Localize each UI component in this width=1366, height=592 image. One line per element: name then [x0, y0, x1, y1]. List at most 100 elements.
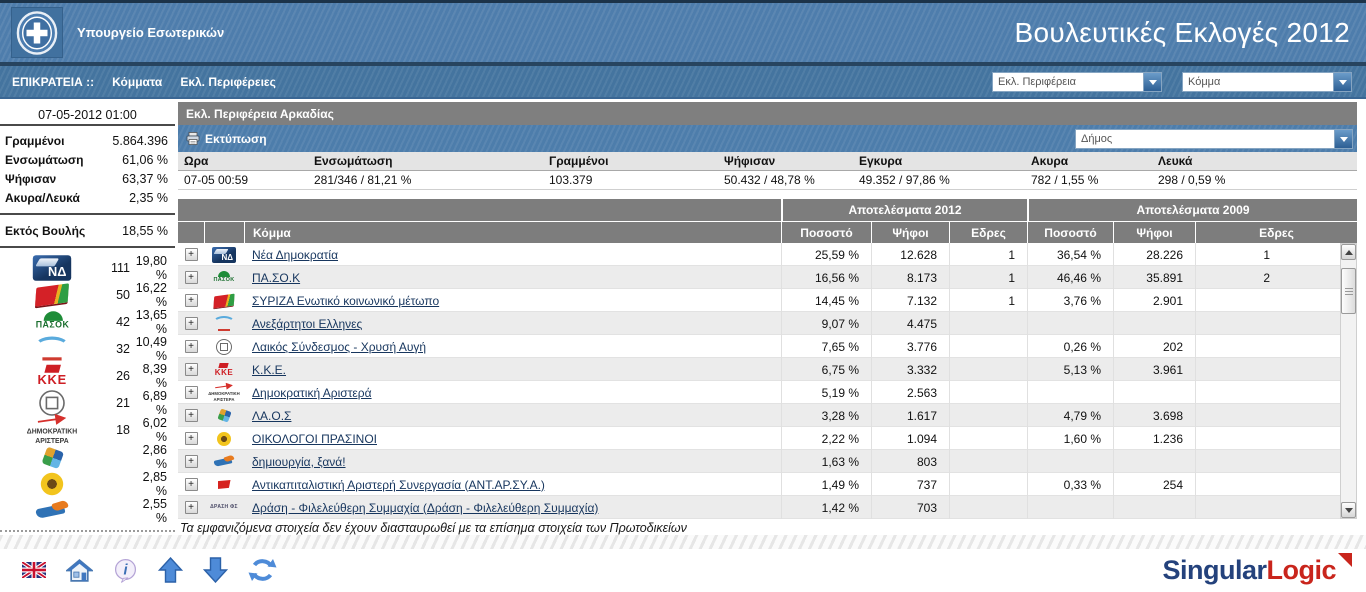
home-icon[interactable]	[66, 558, 93, 583]
votes-2012-col-header: Ψήφοι	[871, 222, 949, 243]
district-dropdown-value: Εκλ. Περιφέρεια	[998, 75, 1076, 88]
seats-2012	[949, 450, 1027, 473]
municipality-dropdown[interactable]: Δήμος	[1075, 128, 1353, 149]
party-link[interactable]: Δημοκρατική Αριστερά	[252, 385, 372, 400]
party-link[interactable]: δημιουργία, ξανά!	[252, 454, 346, 469]
seats-2009	[1195, 450, 1340, 473]
language-flag-icon[interactable]	[22, 562, 46, 578]
expand-row-button[interactable]	[184, 294, 198, 307]
expand-row-button[interactable]	[184, 478, 198, 491]
party-percent: 6,02 %	[142, 415, 167, 444]
party-logo-dimokratiki-aristera-icon	[23, 414, 81, 445]
expand-row-button[interactable]	[184, 432, 198, 445]
nav-territory-link[interactable]: ΕΠΙΚΡΑΤΕΙΑ ::	[12, 74, 95, 89]
info-icon[interactable]: i	[113, 558, 138, 583]
results-panel: Εκλ. Περιφέρεια Αρκαδίας Εκτύπωση Δήμος	[178, 102, 1357, 535]
navigate-up-icon[interactable]	[158, 557, 183, 583]
seats-2009	[1195, 427, 1340, 450]
party-link[interactable]: Ανεξάρτητοι Ελληνες	[252, 316, 363, 331]
party-link[interactable]: ΣΥΡΙΖΑ Ενωτικό κοινωνικό μέτωπο	[252, 293, 440, 308]
district-dropdown[interactable]: Εκλ. Περιφέρεια	[992, 71, 1162, 92]
summary-header: Γραμμένοι	[549, 154, 609, 168]
group-spacer	[178, 199, 781, 221]
seats-2012: 1	[949, 266, 1027, 289]
expand-row-button[interactable]	[184, 340, 198, 353]
party-dropdown[interactable]: Κόμμα	[1182, 71, 1352, 92]
main-navbar: ΕΠΙΚΡΑΤΕΙΑ :: Κόμματα Εκλ. Περιφέρειες Ε…	[0, 66, 1366, 99]
party-logo-kke-icon	[37, 364, 66, 386]
party-logo-nea-dimokratia-icon	[212, 246, 236, 263]
chevron-down-icon[interactable]	[1334, 129, 1352, 148]
summary-value: 298 / 0,59 %	[1158, 173, 1226, 187]
seats-2009	[1195, 404, 1340, 427]
party-link[interactable]: Δράση - Φιλελεύθερη Συμμαχία (Δράση - Φι…	[252, 500, 599, 515]
scrollbar-down-button[interactable]	[1341, 502, 1356, 518]
print-button[interactable]: Εκτύπωση	[186, 132, 267, 146]
stat-value: 63,37 %	[122, 171, 168, 186]
pct-2012-col-header: Ποσοστό	[781, 222, 871, 243]
singularlogic-logo[interactable]: SingularLogic	[1162, 552, 1352, 586]
seats-2009	[1195, 335, 1340, 358]
divider	[0, 246, 175, 248]
pct-2012: 25,59 %	[781, 243, 871, 266]
party-percent: 10,49 %	[135, 334, 167, 363]
expand-row-button[interactable]	[184, 501, 198, 514]
last-update-timestamp: 07-05-2012 01:00	[0, 102, 175, 126]
pct-2012: 14,45 %	[781, 289, 871, 312]
navigate-down-icon[interactable]	[203, 557, 228, 583]
expand-row-button[interactable]	[184, 409, 198, 422]
votes-2009-col-header: Ψήφοι	[1113, 222, 1195, 243]
party-link[interactable]: Λαικός Σύνδεσμος - Χρυσή Αυγή	[252, 339, 427, 354]
pct-2012: 5,19 %	[781, 381, 871, 404]
nav-districts-link[interactable]: Εκλ. Περιφέρειες	[180, 74, 276, 89]
expand-row-button[interactable]	[184, 455, 198, 468]
seats-2012-col-header: Εδρες	[949, 222, 1027, 243]
party-link[interactable]: ΠΑ.ΣΟ.Κ	[252, 270, 301, 285]
chevron-down-icon[interactable]	[1333, 72, 1351, 91]
table-row: ΣΥΡΙΖΑ Ενωτικό κοινωνικό μέτωπο 14,45 % …	[178, 289, 1340, 312]
party-link[interactable]: Νέα Δημοκρατία	[252, 247, 339, 262]
chevron-down-icon[interactable]	[1143, 72, 1161, 91]
party-dropdown-value: Κόμμα	[1188, 75, 1221, 88]
expand-row-button[interactable]	[184, 363, 198, 376]
scrollbar-up-button[interactable]	[1341, 244, 1356, 260]
seats-2012: 1	[949, 243, 1027, 266]
stat-value: 5.864.396	[112, 133, 168, 148]
summary-header: Ακυρα	[1031, 154, 1069, 168]
party-logo-nea-dimokratia-icon	[32, 254, 72, 281]
party-logo-anexartitoi-ellines-icon	[31, 337, 73, 361]
toolbar: Εκτύπωση Δήμος	[178, 125, 1357, 152]
table-row: ΠΑ.ΣΟ.Κ 16,56 % 8.173 1 46,46 % 35.891 2	[178, 266, 1340, 289]
pct-2009	[1027, 381, 1113, 404]
nav-parties-link[interactable]: Κόμματα	[112, 74, 163, 89]
votes-2009: 35.891	[1113, 266, 1195, 289]
pct-2012: 1,42 %	[781, 496, 871, 519]
party-logo-laos-icon	[217, 409, 231, 423]
region-title-bar: Εκλ. Περιφέρεια Αρκαδίας	[178, 102, 1357, 125]
party-link[interactable]: Αντικαπιταλιστική Αριστερή Συνεργασία (Α…	[252, 477, 545, 492]
expand-row-button[interactable]	[184, 317, 198, 330]
seats-2009	[1195, 381, 1340, 404]
party-link[interactable]: ΟΙΚΟΛΟΓΟΙ ΠΡΑΣΙΝΟΙ	[252, 431, 377, 446]
table-row: ΟΙΚΟΛΟΓΟΙ ΠΡΑΣΙΝΟΙ 2,22 % 1.094 1,60 % 1…	[178, 427, 1340, 450]
ministry-name: Υπουργείο Εσωτερικών	[77, 25, 225, 40]
summary-value: 07-05 00:59	[184, 173, 249, 187]
sidebar-party-row: 2,85 %	[0, 470, 175, 498]
party-link[interactable]: Κ.Κ.Ε.	[252, 362, 287, 377]
expand-row-button[interactable]	[184, 386, 198, 399]
table-row: Νέα Δημοκρατία 25,59 % 12.628 1 36,54 % …	[178, 243, 1340, 266]
pct-2009: 46,46 %	[1027, 266, 1113, 289]
expand-row-button[interactable]	[184, 271, 198, 284]
scrollbar-thumb[interactable]	[1341, 268, 1356, 314]
disclaimer-text: Τα εμφανιζόμενα στοιχεία δεν έχουν διαστ…	[180, 521, 687, 535]
votes-2009: 2.901	[1113, 289, 1195, 312]
stat-value: 61,06 %	[122, 152, 168, 167]
summary-header-row: Ωρα Ενσωμάτωση Γραμμένοι Ψήφισαν Εγκυρα …	[178, 152, 1357, 171]
results-scrollbar[interactable]	[1340, 243, 1357, 519]
refresh-icon[interactable]	[248, 557, 277, 583]
expand-row-button[interactable]	[184, 248, 198, 261]
votes-2012: 8.173	[871, 266, 949, 289]
party-percent: 2,55 %	[142, 496, 167, 525]
party-seats: 26	[116, 368, 130, 383]
party-link[interactable]: ΛΑ.Ο.Σ	[252, 408, 292, 423]
